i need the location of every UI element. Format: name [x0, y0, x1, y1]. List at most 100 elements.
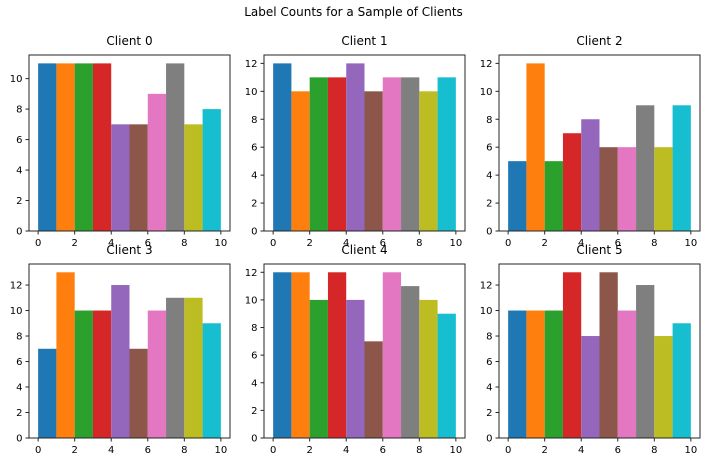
bar-label-6 [382, 77, 402, 231]
client-0-chart: 0 2 4 6 8 10 0 2 4 6 8 10 [10, 54, 231, 249]
bar-label-6 [382, 272, 402, 438]
bar-label-8 [654, 147, 673, 231]
x-tick-label: 6 [145, 238, 151, 249]
bar-label-0 [508, 310, 527, 438]
bar-label-1 [526, 63, 545, 231]
x-tick-label: 2 [71, 238, 77, 249]
x-tick-label: 10 [214, 238, 227, 249]
bar-label-5 [129, 124, 148, 231]
bar-label-6 [147, 310, 167, 438]
y-tick-label: 0 [251, 434, 257, 445]
client-5-chart: 0 2 4 6 8 10 0 2 4 6 8 10 12 [480, 263, 701, 456]
bar-label-0 [508, 161, 527, 231]
y-tick-label: 4 [16, 166, 22, 177]
x-tick-label: 10 [449, 238, 462, 249]
y-tick-label: 0 [16, 434, 22, 445]
bar-label-4 [581, 336, 600, 438]
x-tick-label: 0 [35, 445, 41, 456]
x-tick-label: 10 [449, 445, 462, 456]
y-tick-label: 4 [251, 171, 257, 182]
subplot-title: Client 2 [576, 34, 623, 48]
bar-label-3 [562, 133, 582, 231]
bar-label-3 [327, 77, 347, 231]
y-tick-label: 12 [245, 59, 258, 70]
y-tick-label: 12 [245, 268, 258, 279]
y-tick-label: 4 [486, 171, 492, 182]
y-tick-label: 0 [251, 227, 257, 238]
y-tick-label: 12 [480, 281, 493, 292]
y-tick-label: 0 [486, 434, 492, 445]
client-3-chart: 0 2 4 6 8 10 0 2 4 6 8 10 12 [10, 263, 231, 456]
y-tick-label: 6 [16, 135, 22, 146]
bar-label-1 [291, 91, 310, 231]
y-tick-label: 6 [251, 351, 257, 362]
bar-label-8 [419, 91, 438, 231]
axes-spines [263, 263, 466, 439]
axes-spines [263, 54, 466, 232]
bar-label-9 [202, 109, 221, 231]
subplot-client-1: 0 2 4 6 8 10 0 2 4 6 8 10 12 Client 1 [235, 33, 471, 257]
bar-label-1 [291, 272, 310, 438]
subplot-title: Client 4 [341, 243, 388, 257]
bar-label-9 [672, 105, 691, 231]
bar-label-9 [672, 323, 691, 438]
y-tick-label: 6 [251, 143, 257, 154]
bar-label-5 [599, 272, 618, 438]
bar-label-2 [309, 299, 328, 438]
x-tick-label: 0 [270, 445, 276, 456]
bar-label-0 [273, 272, 292, 438]
axes-spines [28, 54, 231, 232]
x-tick-label: 8 [416, 238, 422, 249]
y-tick-label: 8 [486, 332, 492, 343]
bar-label-7 [401, 77, 420, 231]
subplot-client-2: 0 2 4 6 8 10 0 2 4 6 8 10 12 Client 2 [470, 33, 706, 257]
y-tick-label: 2 [251, 406, 257, 417]
subplot-client-4: 0 2 4 6 8 10 0 2 4 6 8 10 12 Client 4 [235, 242, 471, 462]
bar-label-8 [654, 336, 673, 438]
x-tick-label: 8 [651, 445, 657, 456]
y-tick-label: 4 [16, 383, 22, 394]
y-tick-label: 6 [16, 357, 22, 368]
bar-label-3 [92, 310, 112, 438]
x-tick-label: 4 [578, 445, 584, 456]
bar-label-5 [364, 341, 383, 438]
x-tick-label: 6 [380, 445, 386, 456]
bar-label-0 [38, 348, 57, 438]
bar-label-5 [599, 147, 618, 231]
subplot-title: Client 0 [106, 34, 153, 48]
x-tick-label: 6 [145, 445, 151, 456]
bar-label-8 [184, 124, 203, 231]
subplot-title: Client 5 [576, 243, 623, 257]
bar-label-2 [309, 77, 328, 231]
y-tick-label: 8 [251, 323, 257, 334]
bar-label-9 [437, 77, 456, 231]
bar-label-8 [419, 299, 438, 438]
y-tick-label: 10 [480, 306, 493, 317]
y-tick-label: 12 [480, 59, 493, 70]
y-tick-label: 0 [16, 227, 22, 238]
y-tick-label: 6 [486, 143, 492, 154]
x-tick-label: 8 [181, 445, 187, 456]
x-tick-label: 0 [35, 238, 41, 249]
y-tick-label: 10 [245, 295, 258, 306]
x-tick-label: 2 [541, 445, 547, 456]
x-tick-label: 4 [108, 238, 114, 249]
client-4-chart: 0 2 4 6 8 10 0 2 4 6 8 10 12 [245, 263, 466, 456]
bar-label-7 [166, 63, 185, 231]
x-tick-label: 2 [306, 445, 312, 456]
y-tick-label: 10 [245, 87, 258, 98]
bar-label-0 [38, 63, 57, 231]
bar-label-2 [74, 310, 93, 438]
bar-label-6 [617, 310, 637, 438]
x-tick-label: 4 [343, 445, 349, 456]
x-tick-label: 2 [541, 238, 547, 249]
y-tick-label: 2 [486, 199, 492, 210]
subplot-client-3: 0 2 4 6 8 10 0 2 4 6 8 10 12 Client 3 [0, 242, 236, 462]
bar-label-6 [617, 147, 637, 231]
bar-label-2 [544, 310, 563, 438]
y-tick-label: 2 [16, 408, 22, 419]
bar-label-1 [526, 310, 545, 438]
bar-label-5 [129, 348, 148, 438]
x-tick-label: 0 [270, 238, 276, 249]
figure-title: Label Counts for a Sample of Clients [244, 5, 463, 19]
